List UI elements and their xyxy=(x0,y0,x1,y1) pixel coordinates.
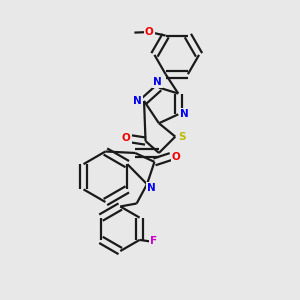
Text: O: O xyxy=(145,27,154,37)
Text: S: S xyxy=(178,132,186,142)
Text: F: F xyxy=(150,236,157,246)
Text: N: N xyxy=(180,109,189,119)
Text: O: O xyxy=(172,152,181,161)
Text: O: O xyxy=(122,133,130,143)
Text: N: N xyxy=(153,77,162,87)
Text: N: N xyxy=(147,183,156,193)
Text: N: N xyxy=(133,96,142,106)
